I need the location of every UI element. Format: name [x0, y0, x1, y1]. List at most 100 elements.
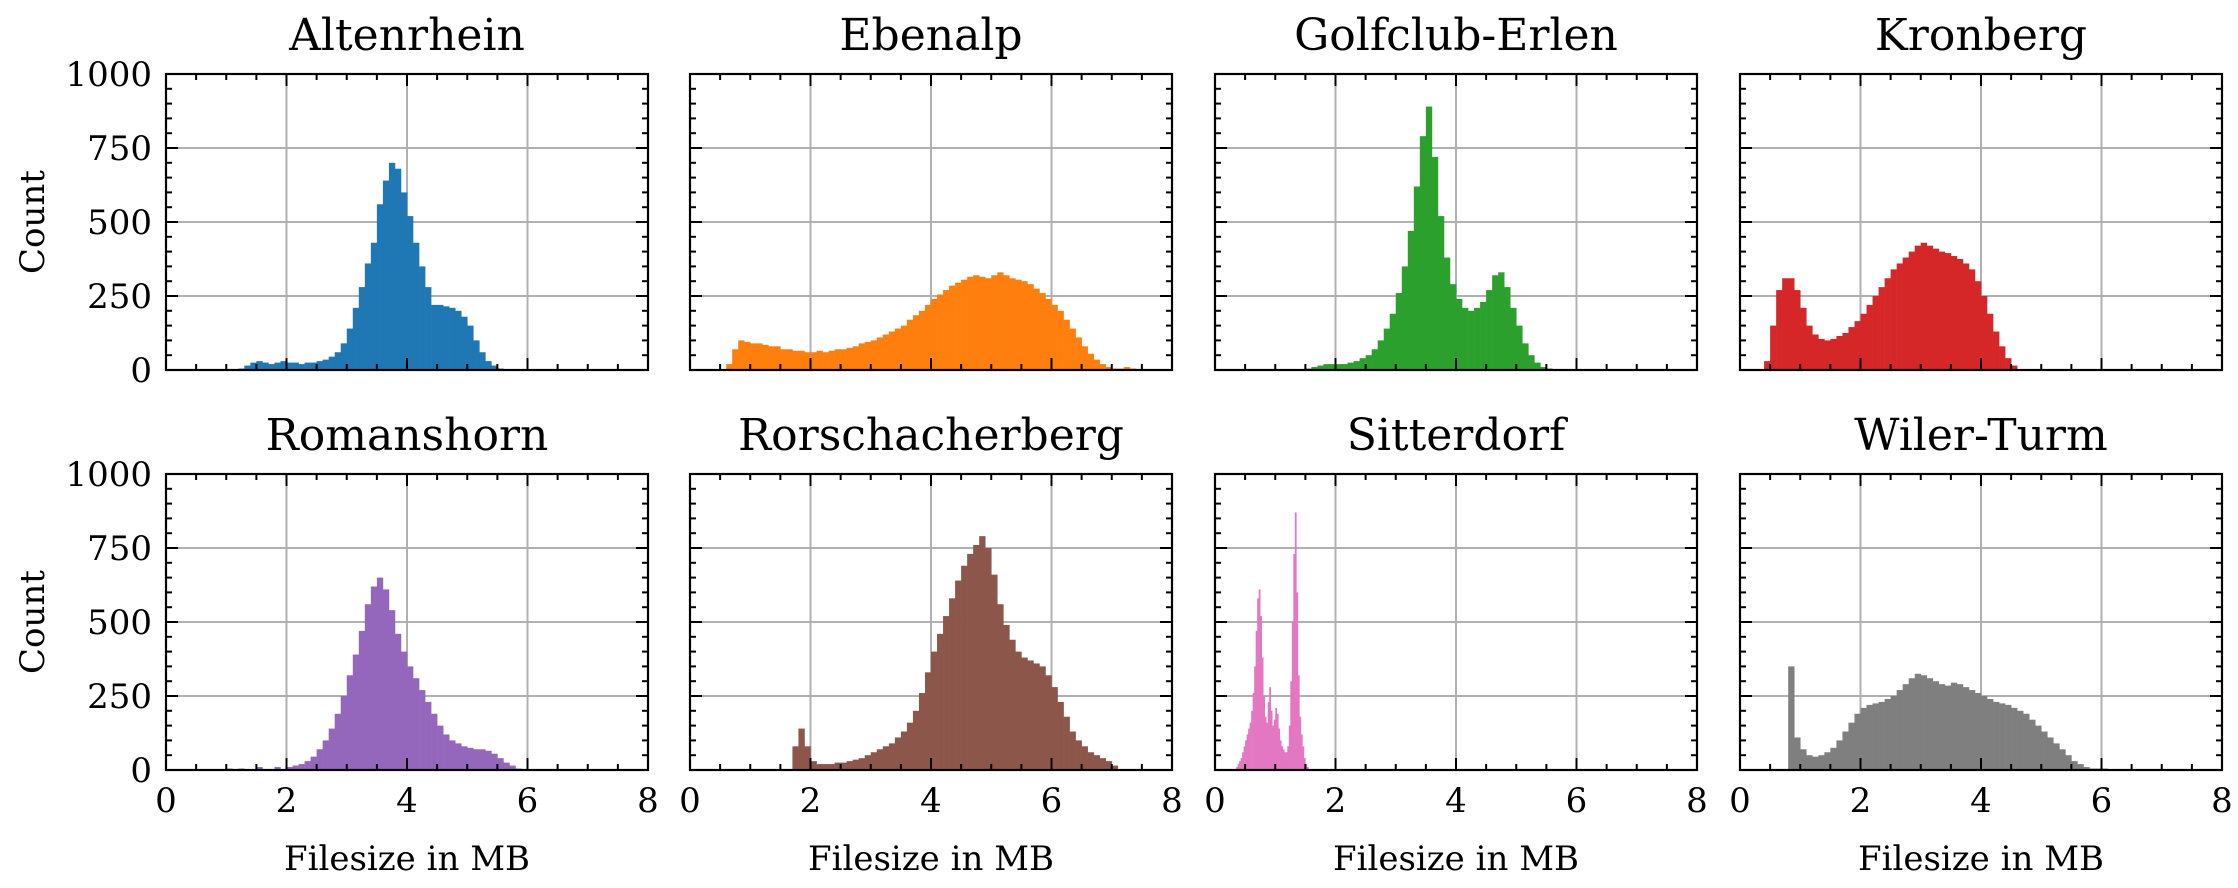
histogram-bar: [443, 306, 450, 370]
subplot-7: Sitterdorf 0 2 4 6 8 Filesize in MB: [1204, 410, 1708, 879]
histogram-bar: [1956, 259, 1964, 370]
y-axis-label: Count: [13, 170, 53, 274]
histogram-bar: [762, 344, 769, 370]
histogram-bar: [1896, 690, 1903, 770]
histogram-bar: [1950, 682, 1958, 770]
histogram-bar: [973, 275, 980, 370]
histogram-bar: [1237, 764, 1240, 770]
histogram-bar: [1123, 367, 1131, 370]
histogram-bar: [1306, 767, 1309, 770]
histogram-bar: [943, 616, 950, 770]
histogram-bar: [1009, 639, 1016, 770]
histogram-bar: [1347, 362, 1354, 370]
histogram-bar: [2077, 764, 2084, 770]
histogram-bar: [304, 362, 311, 370]
histogram-bar: [1027, 660, 1034, 770]
histogram-bar: [400, 651, 408, 770]
histogram-bar: [1776, 290, 1783, 370]
histogram-bar: [244, 365, 251, 370]
histogram-bar: [1021, 657, 1028, 770]
histogram-bar: [1255, 630, 1258, 770]
histogram-bar: [985, 278, 992, 370]
histogram-bar: [382, 180, 390, 370]
histogram-bar: [991, 574, 998, 770]
histogram-bar: [449, 307, 456, 370]
histogram-bar: [900, 325, 908, 370]
histogram-bar: [955, 282, 962, 370]
histogram-bar: [1377, 340, 1384, 370]
histogram-bar: [1896, 263, 1903, 370]
histogram-bar: [1033, 663, 1040, 770]
histogram-bar: [1981, 696, 1988, 770]
histogram-bar: [1878, 287, 1885, 370]
histogram-bar: [1395, 293, 1403, 370]
histogram-bar: [1806, 755, 1813, 770]
subplot-title: Rorschacherberg: [738, 410, 1124, 461]
histogram-bar: [364, 263, 372, 370]
histogram-bar: [1296, 592, 1299, 770]
x-axis-label: Filesize in MB: [284, 839, 530, 879]
histogram-bar: [888, 743, 896, 770]
subplot-8: Wiler-Turm 0 2 4 6 8 Filesize in MB: [1729, 410, 2233, 879]
x-tick-label: 6: [2091, 781, 2113, 821]
histogram-bar: [1057, 310, 1064, 370]
histogram-bar: [1287, 746, 1290, 770]
histogram-bar: [1842, 731, 1849, 770]
histogram-bar: [1764, 361, 1771, 370]
histogram-bar: [473, 749, 480, 770]
histogram-bar: [943, 290, 950, 370]
histogram-bar: [1902, 684, 1909, 770]
histogram-bar: [1383, 328, 1391, 370]
x-tick-label: 2: [276, 781, 298, 821]
histogram-bar: [1818, 755, 1825, 770]
histogram-bar: [431, 304, 438, 370]
y-tick-label: 750: [87, 129, 152, 169]
histogram-bar: [1249, 722, 1252, 770]
histogram-bar: [437, 725, 444, 770]
histogram-bar: [2047, 737, 2054, 770]
histogram-bar: [1003, 624, 1010, 770]
histogram-bar: [798, 728, 805, 770]
histogram-bar: [1528, 355, 1535, 370]
histogram-bar: [1794, 737, 1801, 770]
histogram-bar: [467, 747, 474, 770]
histogram-bar: [864, 755, 872, 770]
histogram-bar: [912, 710, 920, 770]
histogram-bar: [1293, 553, 1296, 770]
histogram-bar: [1962, 263, 1970, 370]
histogram-bar: [1788, 666, 1795, 770]
histogram-bar: [1968, 690, 1976, 770]
histogram-bar: [1836, 740, 1843, 770]
histogram-bar: [2083, 767, 2090, 770]
histogram-bar: [1944, 253, 1952, 370]
histogram-bar: [425, 287, 432, 370]
histogram-bar: [1302, 746, 1305, 770]
histogram-bar: [2053, 743, 2060, 770]
histogram-bar: [1051, 687, 1058, 770]
histogram-bar: [1081, 746, 1088, 770]
histogram-bar: [352, 654, 360, 770]
histogram-bar: [316, 749, 323, 770]
histogram-bar: [1297, 675, 1300, 770]
subplot-3: Golfclub-Erlen: [1213, 10, 1699, 372]
histogram-bar: [852, 759, 859, 770]
y-tick-label: 500: [87, 203, 152, 243]
x-tick-label: 8: [1161, 781, 1183, 821]
histogram-bar: [1842, 333, 1849, 370]
histogram-bar: [364, 604, 372, 770]
histogram-bar: [792, 746, 799, 770]
histogram-bar: [1926, 678, 1934, 770]
histogram-bar: [1920, 675, 1928, 770]
histogram-bar: [376, 577, 384, 770]
histogram-bar: [1269, 687, 1272, 770]
histogram-bar: [1246, 734, 1249, 770]
y-tick-label: 1000: [65, 55, 152, 95]
histogram-bar: [1788, 278, 1795, 370]
histogram-bar: [1993, 701, 2000, 770]
histogram-bar: [1449, 284, 1457, 370]
histogram-bar: [1051, 304, 1058, 370]
histogram-bar: [1009, 278, 1016, 370]
histogram-bar: [876, 749, 884, 770]
histogram-bar: [846, 761, 853, 770]
histogram-bar: [1015, 651, 1022, 770]
